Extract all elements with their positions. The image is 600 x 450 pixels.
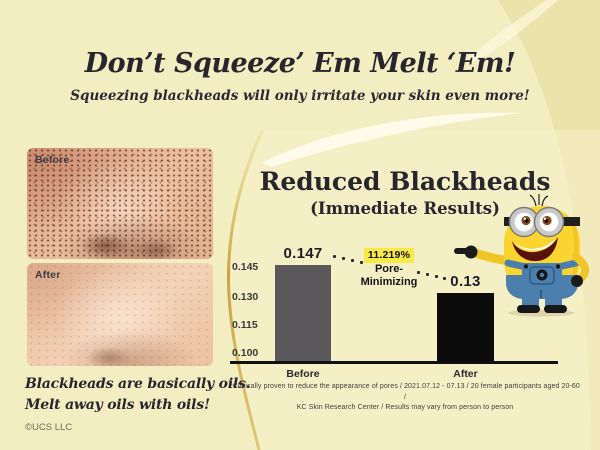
after-photo: After (27, 263, 213, 366)
pore-minimizing-callout: 11.219% Pore- Minimizing (337, 245, 441, 288)
before-bar-value: 0.147 (283, 245, 323, 262)
y-tick-0130: 0.130 (232, 291, 259, 303)
dotted-trail (443, 277, 446, 280)
tagline-line1: Blackheads are basically oils. (25, 376, 251, 392)
chart-title: Reduced Blackheads (259, 167, 551, 196)
clinical-footnote: *Clinically proven to reduce the appeara… (230, 382, 580, 414)
before-label: Before (35, 154, 70, 166)
after-bar (437, 293, 494, 362)
y-tick-0145: 0.145 (232, 261, 259, 273)
footnote-line1: *Clinically proven to reduce the appeara… (230, 383, 580, 401)
y-tick-0115: 0.115 (232, 319, 258, 331)
before-bar (275, 265, 331, 362)
before-photo: Before (27, 148, 213, 259)
percentage-highlight: 11.219% (363, 248, 415, 263)
dotted-trail (333, 255, 336, 258)
callout-line1: Pore- (374, 263, 404, 275)
x-label-after: After (453, 368, 478, 380)
after-label: After (35, 269, 61, 281)
y-tick-0100: 0.100 (232, 347, 259, 359)
main-headline: Don’t Squeeze’ Em Melt ‘Em! (84, 48, 516, 79)
sub-headline: Squeezing blackheads will only irritate … (70, 88, 530, 104)
footnote-line2: KC Skin Research Center / Results may va… (296, 404, 514, 411)
after-bar-value: 0.13 (450, 273, 481, 290)
chart-subtitle: (Immediate Results) (310, 199, 500, 218)
x-axis-line (230, 361, 558, 364)
copyright-text: ©UCS LLC (25, 422, 73, 433)
swoosh-shine (262, 112, 522, 167)
tagline-line2: Melt away oils with oils! (25, 397, 210, 413)
tagline: Blackheads are basically oils. Melt away… (25, 374, 251, 416)
x-label-before: Before (286, 368, 320, 380)
callout-line2: Minimizing (360, 275, 418, 288)
